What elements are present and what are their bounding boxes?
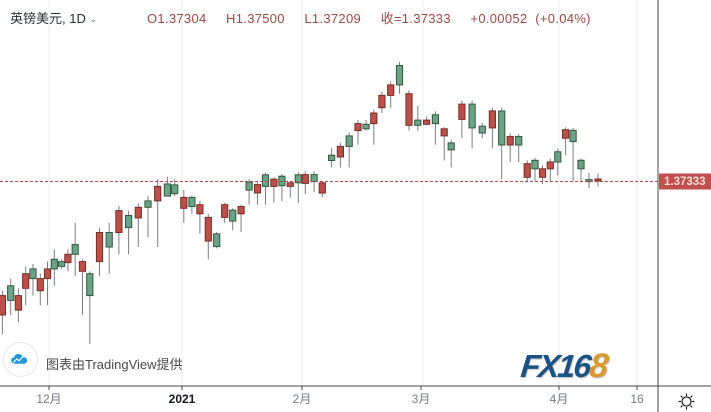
svg-text:1.37333: 1.37333: [664, 176, 706, 188]
svg-text:4月: 4月: [550, 392, 569, 406]
svg-text:2月: 2月: [293, 392, 312, 406]
svg-text:16: 16: [630, 392, 644, 406]
svg-text:12月: 12月: [36, 392, 61, 406]
svg-text:3月: 3月: [412, 392, 431, 406]
svg-text:2021: 2021: [169, 392, 196, 406]
